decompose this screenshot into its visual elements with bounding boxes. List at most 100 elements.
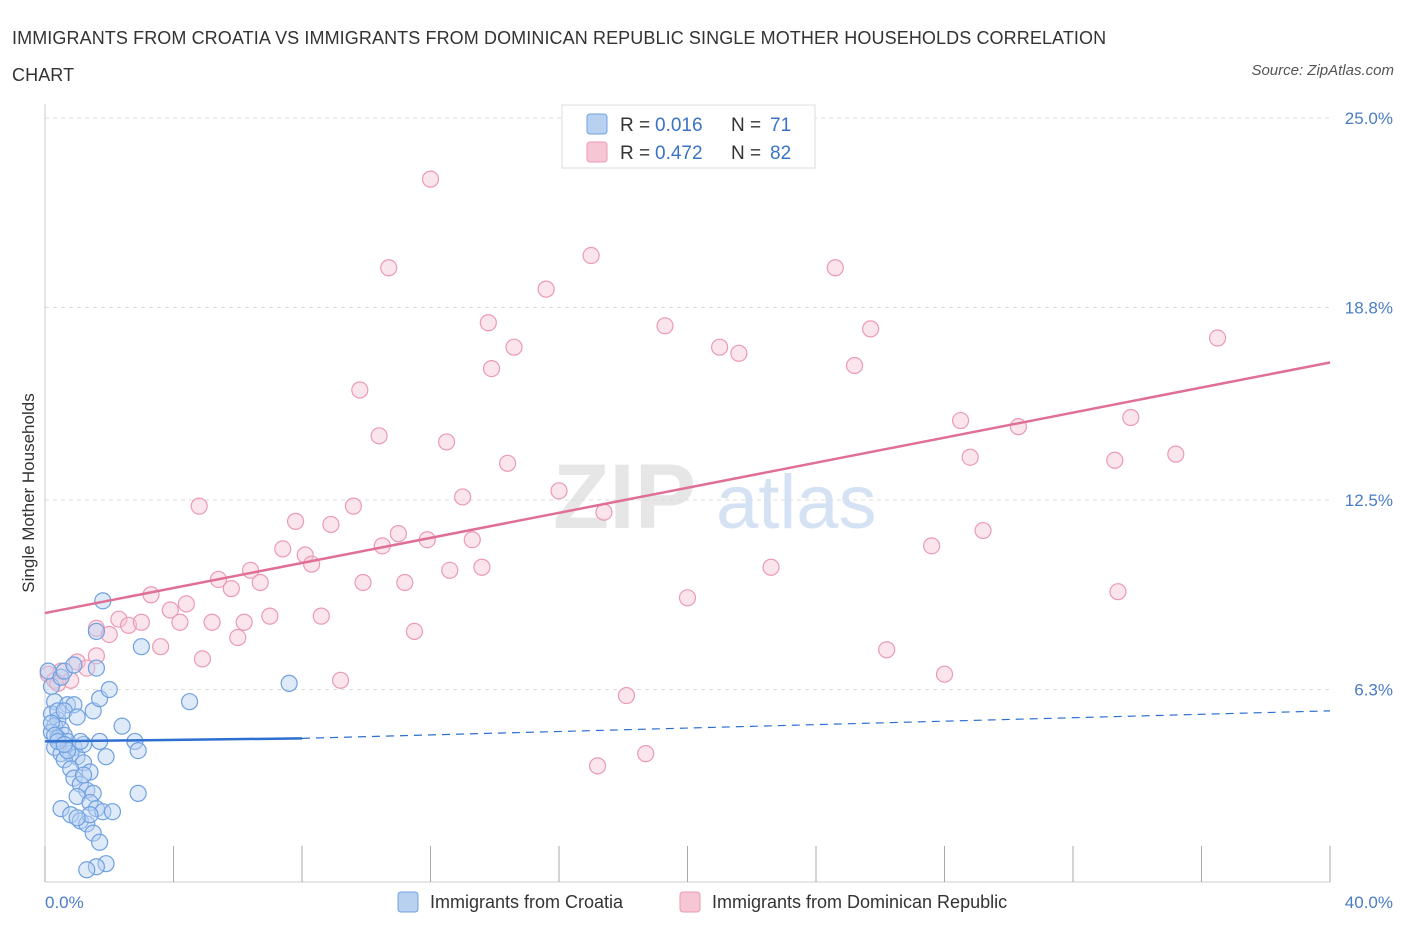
point-dominican bbox=[862, 320, 880, 338]
point-dominican bbox=[229, 628, 247, 647]
point-dominican bbox=[878, 641, 896, 659]
point-dominican bbox=[312, 607, 330, 625]
point-dominican bbox=[762, 558, 780, 576]
trend-line-croatia bbox=[44, 737, 303, 743]
point-dominican bbox=[87, 647, 106, 665]
y-axis-label: Single Mother Households bbox=[19, 393, 38, 592]
point-dominican bbox=[441, 561, 459, 579]
tick-labels: 6.3% 12.5% 18.8% 25.0% 0.0% 40.0% bbox=[45, 109, 1393, 912]
watermark-zip: ZIP bbox=[553, 446, 696, 548]
point-dominican bbox=[396, 573, 414, 592]
point-croatia bbox=[97, 748, 115, 766]
point-dominican bbox=[177, 595, 195, 613]
legend-n-label-croatia: N = bbox=[731, 115, 761, 136]
point-croatia bbox=[103, 803, 122, 821]
point-croatia bbox=[81, 806, 99, 824]
point-dominican bbox=[637, 745, 655, 763]
point-dominican bbox=[161, 601, 179, 619]
chart-source: Source: ZipAtlas.com bbox=[1251, 62, 1394, 79]
axes bbox=[44, 104, 1331, 883]
point-dominican bbox=[235, 613, 253, 631]
legend-swatch-croatia bbox=[586, 113, 608, 135]
point-dominican bbox=[1167, 445, 1185, 463]
point-croatia bbox=[55, 751, 73, 769]
bottom-legend-swatch-croatia bbox=[397, 891, 419, 913]
top-legend: R = 0.016 N = 71 R = 0.472 N = 82 bbox=[561, 104, 816, 169]
point-dominican bbox=[656, 317, 674, 335]
point-dominican bbox=[370, 427, 388, 445]
point-dominican bbox=[550, 482, 568, 500]
point-croatia bbox=[84, 824, 102, 842]
point-dominican bbox=[110, 610, 128, 628]
trend-lines bbox=[44, 361, 1331, 743]
legend-n-value-croatia: 71 bbox=[770, 115, 791, 136]
point-croatia bbox=[65, 656, 83, 674]
bottom-legend-label-dominican: Immigrants from Dominican Republic bbox=[712, 892, 1007, 912]
bottom-legend-label-croatia: Immigrants from Croatia bbox=[430, 892, 624, 912]
point-dominican bbox=[1208, 329, 1227, 347]
point-dominican bbox=[537, 280, 555, 298]
point-croatia bbox=[129, 741, 147, 760]
point-dominican bbox=[463, 531, 481, 549]
legend-r-label-dominican: R = bbox=[620, 143, 650, 164]
point-dominican bbox=[132, 613, 150, 631]
point-dominican bbox=[171, 613, 189, 631]
y-tick-label: 25.0% bbox=[1345, 109, 1393, 128]
point-croatia bbox=[113, 717, 131, 735]
point-dominican bbox=[389, 525, 407, 543]
point-dominican bbox=[923, 537, 941, 555]
point-croatia bbox=[52, 800, 70, 818]
point-croatia bbox=[87, 622, 106, 641]
point-dominican bbox=[193, 650, 212, 668]
point-dominican bbox=[454, 488, 472, 506]
point-dominican bbox=[78, 659, 96, 677]
point-dominican bbox=[1122, 408, 1140, 427]
point-dominican bbox=[68, 653, 86, 671]
point-dominican bbox=[1106, 451, 1124, 469]
point-dominican bbox=[678, 589, 697, 607]
point-dominican bbox=[961, 448, 979, 466]
x-tick-label-max: 40.0% bbox=[1345, 893, 1393, 912]
data-points bbox=[39, 170, 1227, 879]
point-croatia bbox=[78, 815, 96, 833]
point-dominican bbox=[344, 497, 362, 515]
point-croatia bbox=[94, 803, 112, 821]
point-dominican bbox=[421, 170, 440, 188]
point-croatia bbox=[78, 861, 96, 879]
point-croatia bbox=[87, 858, 106, 876]
point-dominican bbox=[203, 613, 221, 631]
point-dominican bbox=[588, 757, 607, 775]
point-dominican bbox=[730, 344, 748, 362]
legend-r-value-croatia: 0.016 bbox=[655, 115, 703, 136]
chart-title: IMMIGRANTS FROM CROATIA VS IMMIGRANTS FR… bbox=[12, 28, 1107, 85]
point-dominican bbox=[595, 503, 613, 521]
point-dominican bbox=[190, 497, 208, 515]
point-croatia bbox=[55, 735, 73, 754]
point-croatia bbox=[81, 793, 99, 812]
legend-n-label-dominican: N = bbox=[731, 143, 761, 164]
point-dominican bbox=[286, 512, 305, 530]
point-dominican bbox=[1109, 583, 1127, 601]
y-tick-label: 6.3% bbox=[1354, 680, 1393, 699]
legend-n-value-dominican: 82 bbox=[770, 143, 791, 164]
point-croatia bbox=[74, 766, 93, 784]
point-dominican bbox=[251, 573, 269, 592]
point-dominican bbox=[405, 622, 424, 641]
point-dominican bbox=[505, 338, 523, 356]
point-dominican bbox=[473, 558, 491, 576]
trend-line-dominican bbox=[44, 361, 1331, 615]
point-dominican bbox=[437, 433, 456, 451]
point-dominican bbox=[222, 580, 240, 598]
point-dominican bbox=[274, 540, 292, 558]
point-dominican bbox=[100, 625, 118, 644]
point-dominican bbox=[119, 616, 138, 634]
point-croatia bbox=[280, 674, 298, 692]
point-croatia bbox=[91, 833, 109, 851]
point-croatia bbox=[129, 784, 147, 802]
point-croatia bbox=[65, 769, 83, 787]
watermark-atlas: atlas bbox=[716, 460, 877, 545]
point-croatia bbox=[100, 680, 118, 699]
y-tick-label: 12.5% bbox=[1345, 491, 1393, 510]
bottom-legend: Immigrants from Croatia Immigrants from … bbox=[397, 891, 1007, 913]
